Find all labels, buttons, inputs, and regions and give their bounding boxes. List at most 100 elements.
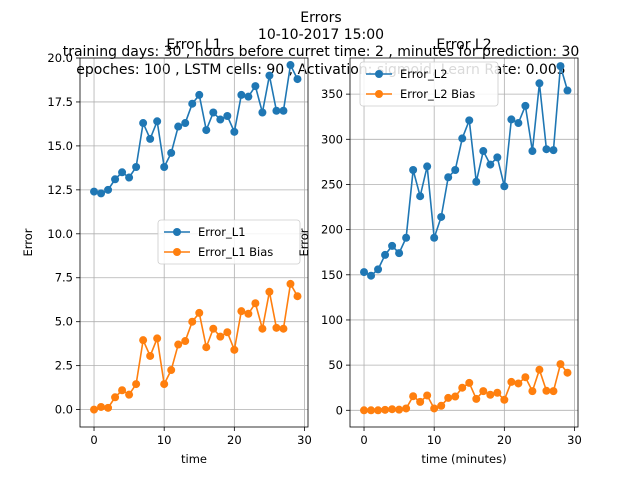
data-point	[181, 119, 190, 128]
suptitle-line-1: Errors	[300, 10, 341, 26]
data-point	[244, 309, 253, 318]
data-point	[360, 268, 369, 277]
data-point	[174, 340, 183, 349]
chart-title-error-l1: Error L1	[166, 37, 221, 53]
data-point	[528, 387, 537, 396]
y-tick-label: 300	[321, 132, 343, 146]
data-point	[395, 405, 404, 414]
legend-box	[359, 61, 499, 107]
data-point	[486, 160, 495, 169]
data-point	[514, 379, 523, 388]
data-point	[535, 79, 544, 88]
data-point	[146, 351, 155, 360]
data-point	[160, 380, 169, 389]
data-point	[251, 299, 260, 308]
y-tick-label: 0.0	[55, 403, 73, 417]
data-point	[514, 119, 523, 128]
data-point	[237, 307, 246, 316]
data-point	[493, 153, 502, 162]
data-point	[265, 287, 274, 296]
series-error-l1-bias	[90, 279, 302, 414]
data-point	[472, 394, 481, 403]
data-point	[118, 168, 127, 177]
data-point	[223, 328, 232, 337]
legend-label: Error_L1 Bias	[198, 245, 273, 259]
data-point	[265, 71, 274, 80]
legend-label: Error_L2 Bias	[400, 87, 475, 101]
data-point	[493, 388, 502, 397]
data-point	[402, 233, 411, 242]
data-point	[251, 82, 260, 91]
data-point	[286, 279, 295, 288]
data-point	[104, 185, 113, 194]
y-tick-label: 15.0	[47, 139, 73, 153]
data-point	[104, 403, 113, 412]
data-point	[195, 308, 204, 317]
data-point	[279, 106, 288, 115]
data-point	[188, 99, 197, 108]
data-point	[111, 175, 120, 184]
data-point	[97, 189, 106, 198]
legend-marker	[173, 248, 181, 256]
data-point	[451, 392, 460, 401]
data-point	[181, 337, 190, 346]
data-point	[521, 101, 530, 110]
series-layer	[360, 62, 572, 415]
y-tick-label: 17.5	[47, 95, 73, 109]
data-point	[451, 166, 460, 175]
data-point	[258, 108, 267, 117]
data-point	[437, 401, 446, 410]
data-point	[542, 145, 551, 154]
data-point	[479, 387, 488, 396]
data-point	[437, 212, 446, 221]
x-tick-label: 30	[567, 433, 582, 447]
data-point	[230, 345, 239, 354]
data-point	[209, 324, 218, 333]
data-point	[458, 383, 467, 392]
x-tick-label: 10	[157, 433, 172, 447]
data-point	[367, 406, 376, 415]
data-point	[549, 146, 558, 155]
series-error-l1	[90, 61, 302, 198]
data-point	[465, 378, 474, 387]
data-point	[430, 233, 439, 242]
data-point	[237, 90, 246, 99]
data-point	[507, 377, 516, 386]
data-point	[563, 368, 572, 377]
y-tick-label: 250	[321, 177, 343, 191]
suptitle: Errors 10-10-2017 15:00 training days: 3…	[63, 10, 580, 78]
series-error-l2-bias	[360, 360, 572, 415]
data-point	[125, 390, 134, 399]
y-tick-label: 5.0	[55, 315, 73, 329]
data-point	[202, 126, 211, 135]
data-point	[507, 115, 516, 124]
data-point	[244, 92, 253, 101]
data-point	[381, 250, 390, 259]
data-point	[167, 148, 176, 157]
data-point	[556, 360, 565, 369]
data-point	[118, 386, 127, 395]
x-tick-label: 0	[360, 433, 367, 447]
data-point	[563, 86, 572, 95]
grid-lines	[350, 58, 578, 427]
data-point	[111, 393, 120, 402]
data-point	[293, 292, 302, 301]
x-tick-label: 0	[90, 433, 97, 447]
data-point	[272, 106, 281, 115]
data-point	[374, 406, 383, 415]
data-point	[125, 173, 134, 182]
grid-lines	[80, 57, 308, 427]
data-point	[90, 405, 99, 414]
data-point	[444, 393, 453, 402]
data-point	[472, 177, 481, 186]
legend-error-l1: Error_L1 Error_L1 Bias	[157, 219, 301, 265]
data-point	[132, 380, 141, 389]
data-point	[500, 182, 509, 191]
data-point	[486, 390, 495, 399]
data-point	[521, 373, 530, 382]
y-tick-label: 150	[321, 268, 343, 282]
data-point	[132, 162, 141, 171]
data-point	[293, 75, 302, 84]
